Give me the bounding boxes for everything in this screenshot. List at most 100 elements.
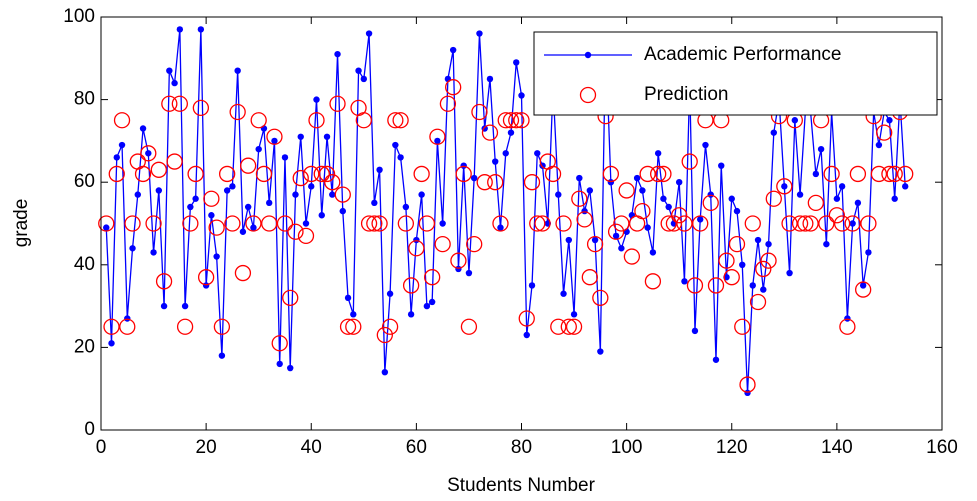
point: [103, 318, 120, 335]
point: [313, 165, 330, 183]
point: [439, 220, 446, 227]
point: [591, 236, 599, 244]
point: [234, 264, 252, 282]
x-tick-label: 140: [821, 437, 853, 458]
point: [586, 187, 594, 194]
point: [250, 224, 257, 231]
point: [281, 154, 289, 161]
point: [671, 207, 688, 224]
point: [387, 112, 404, 129]
point: [428, 298, 436, 306]
point: [507, 129, 515, 136]
point: [718, 162, 725, 169]
point: [886, 117, 893, 124]
point: [244, 203, 252, 211]
x-tick-label: 60: [406, 437, 427, 458]
point: [139, 125, 147, 132]
point: [250, 112, 267, 129]
point: [344, 294, 352, 302]
point: [455, 265, 462, 273]
point: [229, 103, 246, 121]
point: [192, 195, 199, 202]
point: [828, 207, 846, 224]
point: [534, 215, 551, 232]
point: [876, 124, 893, 141]
point: [166, 67, 173, 74]
point: [665, 203, 672, 211]
point: [518, 92, 525, 99]
point: [329, 191, 336, 198]
point: [481, 124, 499, 141]
point: [218, 352, 226, 359]
point: [271, 137, 278, 145]
point: [618, 182, 635, 199]
point: [781, 215, 798, 232]
point: [108, 340, 115, 347]
point: [744, 215, 761, 232]
point: [339, 207, 346, 215]
point: [528, 282, 536, 289]
point: [497, 224, 504, 231]
point: [886, 165, 903, 183]
point: [818, 215, 835, 232]
point: [334, 50, 341, 58]
point: [728, 235, 746, 253]
point: [124, 215, 141, 232]
point: [807, 194, 824, 212]
point: [150, 161, 167, 178]
point: [702, 141, 709, 149]
point: [187, 165, 204, 183]
point: [439, 95, 457, 112]
point: [844, 215, 861, 232]
legend-swatch: [584, 51, 592, 59]
point: [397, 154, 404, 161]
point: [749, 293, 767, 311]
point: [644, 273, 662, 290]
point: [318, 212, 325, 219]
point: [487, 174, 504, 191]
point: [760, 252, 777, 269]
point: [797, 215, 814, 232]
point: [324, 174, 341, 191]
point: [187, 203, 194, 211]
point: [707, 277, 725, 294]
point: [523, 331, 530, 339]
x-tick-label: 120: [716, 437, 748, 458]
point: [303, 165, 320, 183]
point: [103, 224, 110, 231]
point: [118, 141, 126, 149]
point: [570, 311, 578, 318]
x-tick-label: 80: [511, 437, 532, 458]
point: [676, 215, 693, 232]
point: [218, 165, 236, 183]
point: [560, 318, 577, 335]
point: [623, 248, 641, 265]
point: [718, 252, 735, 269]
point: [302, 220, 310, 227]
point: [838, 183, 846, 190]
point: [145, 215, 162, 232]
point: [839, 318, 856, 335]
point: [350, 311, 357, 318]
point: [581, 269, 598, 286]
legend-label: Academic Performance: [644, 44, 841, 65]
point: [607, 223, 625, 240]
x-tick-label: 160: [926, 437, 958, 458]
point: [334, 186, 351, 203]
point: [612, 232, 620, 240]
point: [229, 183, 236, 190]
point: [523, 174, 541, 191]
point: [739, 261, 746, 268]
point: [171, 95, 188, 112]
point: [145, 150, 152, 157]
point: [681, 153, 698, 170]
point: [313, 96, 320, 103]
point: [171, 79, 178, 87]
x-tick-label: 0: [96, 437, 107, 458]
point: [613, 215, 630, 232]
point: [413, 236, 420, 244]
point: [854, 199, 862, 207]
point: [870, 165, 888, 183]
point: [697, 216, 704, 223]
point: [760, 286, 767, 293]
